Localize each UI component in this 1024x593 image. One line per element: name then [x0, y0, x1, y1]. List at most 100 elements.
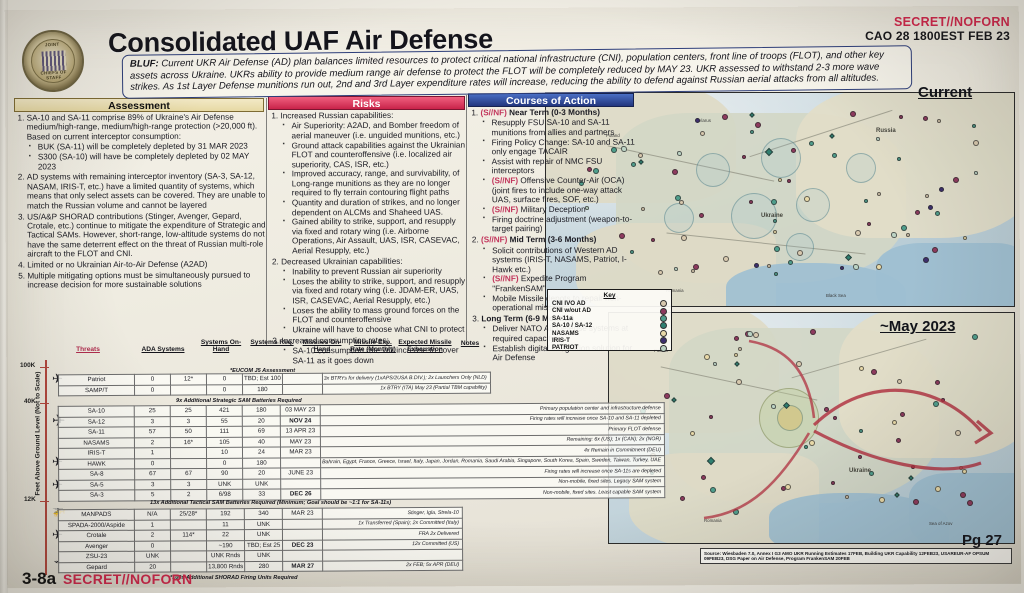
map-symbol-cniwo	[824, 406, 829, 412]
map-symbol-irist	[938, 187, 944, 193]
key-swatch	[660, 322, 667, 330]
systems-onhand: N/A	[134, 509, 171, 520]
systems-required: 67	[170, 468, 207, 480]
coa-subitem-text: Military Deception	[520, 204, 586, 215]
key-row: SA-11a	[552, 314, 667, 323]
page-number: Pg 27	[961, 532, 1002, 549]
map-projected-may[interactable]: Ukraine Romania Sea of Azov Poland	[608, 312, 1015, 544]
systems-required: 3	[170, 478, 207, 490]
shorad-caption: *100x Additional SHORAD Firing Units Req…	[170, 575, 298, 581]
missiles-onhand: 0	[206, 373, 243, 385]
system-name: SA-10	[58, 405, 135, 417]
map-symbol-patriot	[891, 232, 898, 239]
assessment-item-text: AD systems with remaining interceptor in…	[26, 171, 266, 211]
expenditure-rate: 33	[242, 488, 281, 500]
key-row: NASAMS	[552, 330, 667, 337]
map-symbol-sa11a	[933, 400, 940, 407]
map-symbol-cniivo	[906, 232, 911, 237]
risks-item-text: Increased consumption rates:	[281, 335, 389, 346]
map-symbol-cniwo	[700, 474, 706, 480]
expenditure-rate: 340	[244, 508, 283, 520]
map-symbol-sa11a	[771, 199, 778, 206]
map-symbol-patriot	[676, 151, 682, 157]
map-symbol-cniivo	[877, 191, 882, 196]
map-symbol-cniivo	[737, 346, 742, 351]
classification-bottom-marking: SECRET//NOFORN	[63, 571, 193, 587]
key-swatch	[660, 307, 667, 315]
missiles-onhand: 22	[206, 529, 245, 541]
risks-subitem: SA-10 consumption rate will increase to …	[292, 346, 466, 366]
altitude-axis-title: Feet Above Ground Level (Not to Scale)	[34, 371, 42, 496]
map-symbol-cniwo	[733, 336, 739, 342]
systems-required: 114*	[170, 529, 207, 541]
table-row: SAMP/T 0 0 180 1x BTRY (ITA) May 23 (Partial…	[58, 382, 491, 396]
risks-subitem: Loses the ability to mass ground forces …	[292, 305, 466, 325]
coa-subitem-text: Firing doctrine adjustment (weapon-to-ta…	[491, 214, 633, 234]
map-symbol-cniivo	[844, 494, 849, 499]
system-name: SA-11	[58, 426, 135, 438]
key-swatch	[660, 329, 667, 337]
map-symbol-cniivo	[681, 235, 688, 242]
systems-onhand: 2	[134, 530, 171, 541]
map-symbol-cniivo	[854, 229, 861, 236]
risks-subitem: Air Superiority: A2AD, and Bomber freedo…	[291, 121, 465, 141]
coa-subitem: Solicit contributions of Western AD syst…	[492, 245, 638, 274]
map-symbol-sa11a	[773, 246, 780, 253]
coa-header: Courses of Action	[468, 93, 634, 107]
map-symbol-irist	[927, 204, 933, 210]
key-label: SA-11a	[552, 314, 573, 322]
map-symbol-sa11a	[773, 219, 778, 223]
key-title: Key	[603, 292, 616, 299]
ada-systems-header: ADA Systems	[141, 346, 185, 353]
risks-subitem: Improved accuracy, range, and survivabil…	[292, 169, 466, 198]
map-symbol-cniwo	[698, 212, 704, 218]
eucom-note: *EUCOM J5 Assessment	[230, 368, 296, 374]
classification-header: SECRET//NOFORN CAO 28 1800EST FEB 23	[865, 16, 1010, 44]
systems-onhand: 0	[134, 384, 171, 396]
coa-subitem: Firing doctrine adjustment (weapon-to-ta…	[492, 215, 638, 234]
system-name: SPADA-2000/Aspide	[58, 519, 135, 531]
cao-timestamp: CAO 28 1800EST FEB 23	[865, 29, 1010, 43]
expenditure-rate: UNK	[244, 518, 283, 530]
map-symbol-cniivo	[937, 118, 942, 123]
missiles-onhand: 421	[206, 405, 243, 416]
assessment-item: AD systems with remaining interceptor in…	[27, 172, 266, 211]
axis-tick-100k: 100K	[20, 362, 36, 369]
map-label-romania: Romania	[666, 288, 684, 293]
key-label: CNI w/out AD	[552, 307, 591, 315]
systems-onhand: 67	[134, 468, 171, 480]
uas-icon: ⌁	[54, 557, 61, 568]
map-symbol-cniwo	[692, 264, 699, 271]
assessment-item-text: Multiple mitigating options must be simu…	[27, 270, 251, 290]
map-symbol-sa11a	[901, 225, 908, 231]
risks-header: Risks	[268, 96, 465, 110]
map-symbol-cniwo	[934, 380, 940, 386]
systems-required: 25/28*	[170, 508, 207, 520]
tactical-caption: 13x Additional Tactical SAM Batteries Re…	[150, 500, 392, 506]
map-symbol-cniivo	[641, 206, 646, 211]
missiles-onhand: 10	[206, 447, 243, 458]
system-name: SA-5	[58, 479, 135, 491]
map-symbol-cniwo	[899, 114, 904, 119]
risks-column: Increased Russian capabilities:Air Super…	[267, 111, 466, 367]
risks-item: Increased consumption rates:SA-10 consum…	[281, 335, 466, 365]
map-symbol-cniivo	[766, 263, 771, 268]
aircraft-icon: ✈	[52, 455, 63, 468]
systems-onhand: 0	[134, 374, 171, 385]
coa-item-text: Mid Term (3-6 Months)	[509, 235, 597, 245]
shorad-table: MANPADS N/A 25/28* 192 340 MAR 23 Stinger, Igl…	[57, 506, 464, 574]
missiles-onhand: UNK Rnds	[206, 550, 245, 562]
systems-required	[170, 457, 207, 469]
classification-marking: (S//NF)	[492, 274, 521, 284]
map-symbol-sa11a	[804, 444, 809, 449]
map-symbol-cniwo	[866, 221, 871, 226]
map-symbol-sa11a	[864, 199, 869, 204]
missile-exhaustion: 03 MAY 23	[280, 404, 321, 416]
source-box: Source: Wiesbaden 7.0, Annex I G3 AMO UK…	[700, 548, 1012, 565]
map-symbol-patriot	[771, 404, 777, 410]
map-symbol-cniwo	[791, 147, 797, 153]
map-label-sea-of-azov: Sea of Azov	[929, 521, 953, 526]
map-symbol-cniivo	[896, 379, 902, 385]
risks-subitem: Loses the ability to strike, support, an…	[292, 276, 466, 305]
